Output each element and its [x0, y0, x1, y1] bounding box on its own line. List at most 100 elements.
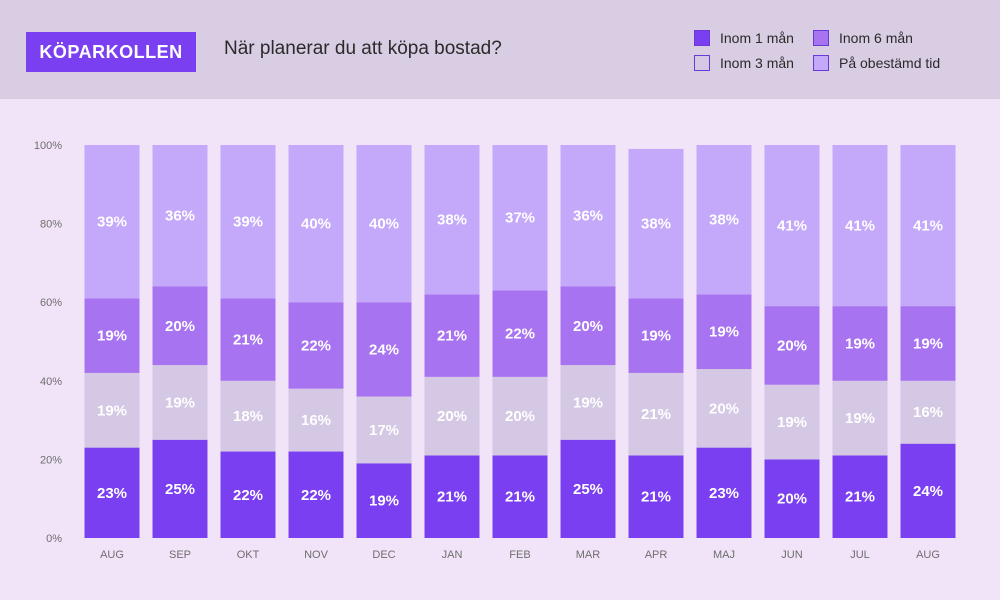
- data-label: 22%: [301, 337, 331, 354]
- bar-segment: [628, 148, 684, 299]
- bar-segment: [220, 298, 276, 381]
- legend-swatch-obestamd: [813, 55, 829, 71]
- data-label: 19%: [913, 335, 943, 352]
- bar-segment: [152, 286, 208, 366]
- legend-swatch-inom-1: [694, 30, 710, 46]
- bar-segment: [152, 439, 208, 538]
- data-label: 37%: [505, 210, 535, 227]
- x-tick-label: AUG: [100, 549, 124, 561]
- data-label: 22%: [505, 326, 535, 343]
- data-label: 36%: [573, 208, 603, 225]
- bar-segment: [560, 365, 616, 440]
- bar-segment: [288, 302, 344, 389]
- data-label: 23%: [97, 485, 127, 502]
- bar-segment: [492, 376, 548, 456]
- data-label: 19%: [709, 324, 739, 341]
- y-tick-label: 40%: [40, 376, 62, 388]
- data-label: 17%: [369, 422, 399, 439]
- data-label: 38%: [709, 212, 739, 229]
- bar-segment: [84, 145, 140, 299]
- legend-item-obestamd: På obestämd tid: [813, 55, 940, 71]
- x-tick-label: JUN: [781, 549, 802, 561]
- data-label: 19%: [641, 328, 671, 345]
- data-label: 20%: [505, 408, 535, 425]
- data-label: 25%: [573, 481, 603, 498]
- data-label: 41%: [845, 218, 875, 235]
- data-label: 40%: [369, 216, 399, 233]
- brand-logo: KÖPARKOLLEN: [26, 32, 196, 72]
- legend-label-obestamd: På obestämd tid: [839, 55, 941, 71]
- data-label: 21%: [641, 406, 671, 423]
- legend-swatch-inom-3: [694, 55, 710, 71]
- bar-segment: [356, 302, 412, 397]
- data-label: 20%: [437, 408, 467, 425]
- data-label: 19%: [369, 493, 399, 510]
- data-label: 24%: [369, 341, 399, 358]
- bar-segment: [492, 145, 548, 291]
- bar-segment: [84, 298, 140, 373]
- data-label: 16%: [913, 404, 943, 421]
- bar-segment: [900, 306, 956, 381]
- data-label: 41%: [777, 218, 807, 235]
- bar-segment: [764, 145, 820, 307]
- data-label: 20%: [777, 337, 807, 354]
- bar-segment: [696, 294, 752, 370]
- x-tick-label: NOV: [304, 549, 329, 561]
- data-label: 20%: [709, 400, 739, 417]
- data-label: 21%: [641, 489, 671, 506]
- legend-label-inom-3: Inom 3 mån: [720, 55, 794, 71]
- data-label: 16%: [301, 412, 331, 429]
- bar-segment: [356, 145, 412, 303]
- bar-segment: [220, 145, 276, 299]
- bar-segment: [152, 365, 208, 440]
- bar-segment: [220, 380, 276, 452]
- bar-segment: [220, 451, 276, 538]
- bar-segment: [832, 380, 888, 456]
- legend-item-inom-6: Inom 6 mån: [813, 30, 913, 46]
- data-label: 38%: [437, 212, 467, 229]
- data-label: 19%: [165, 394, 195, 411]
- bar-segment: [832, 455, 888, 538]
- bar-segment: [628, 372, 684, 456]
- data-label: 21%: [437, 489, 467, 506]
- bar-segment: [356, 463, 412, 538]
- bar-segment: [560, 145, 616, 287]
- data-label: 39%: [233, 214, 263, 231]
- x-tick-label: JUL: [850, 549, 870, 561]
- bar-segment: [356, 396, 412, 464]
- x-tick-label: MAJ: [713, 549, 735, 561]
- data-label: 21%: [233, 332, 263, 349]
- bar-segment: [288, 388, 344, 452]
- bar-segment: [900, 380, 956, 444]
- bar-segment: [764, 306, 820, 385]
- data-label: 40%: [301, 216, 331, 233]
- data-label: 20%: [573, 318, 603, 335]
- bar-segment: [696, 447, 752, 538]
- bar-segment: [696, 145, 752, 295]
- bar-segment: [696, 369, 752, 448]
- bar-segment: [424, 376, 480, 456]
- x-tick-label: MAR: [576, 549, 601, 561]
- x-tick-label: FEB: [509, 549, 530, 561]
- bar-segment: [900, 443, 956, 538]
- data-label: 19%: [845, 410, 875, 427]
- data-label: 39%: [97, 214, 127, 231]
- chart-title: När planerar du att köpa bostad?: [224, 38, 502, 59]
- bar-segment: [764, 459, 820, 538]
- data-label: 19%: [97, 402, 127, 419]
- y-tick-label: 20%: [40, 454, 62, 466]
- data-label: 19%: [573, 394, 603, 411]
- bar-segment: [152, 145, 208, 287]
- y-tick-label: 100%: [34, 140, 62, 152]
- x-tick-label: OKT: [237, 549, 260, 561]
- legend-label-inom-1: Inom 1 mån: [720, 30, 794, 46]
- bar-segment: [84, 447, 140, 538]
- legend-item-inom-3: Inom 3 mån: [694, 55, 794, 71]
- data-label: 23%: [709, 485, 739, 502]
- bar-segment: [424, 294, 480, 377]
- data-label: 20%: [165, 318, 195, 335]
- data-label: 21%: [845, 489, 875, 506]
- data-label: 18%: [233, 408, 263, 425]
- y-tick-label: 60%: [40, 297, 62, 309]
- bar-segment: [288, 145, 344, 303]
